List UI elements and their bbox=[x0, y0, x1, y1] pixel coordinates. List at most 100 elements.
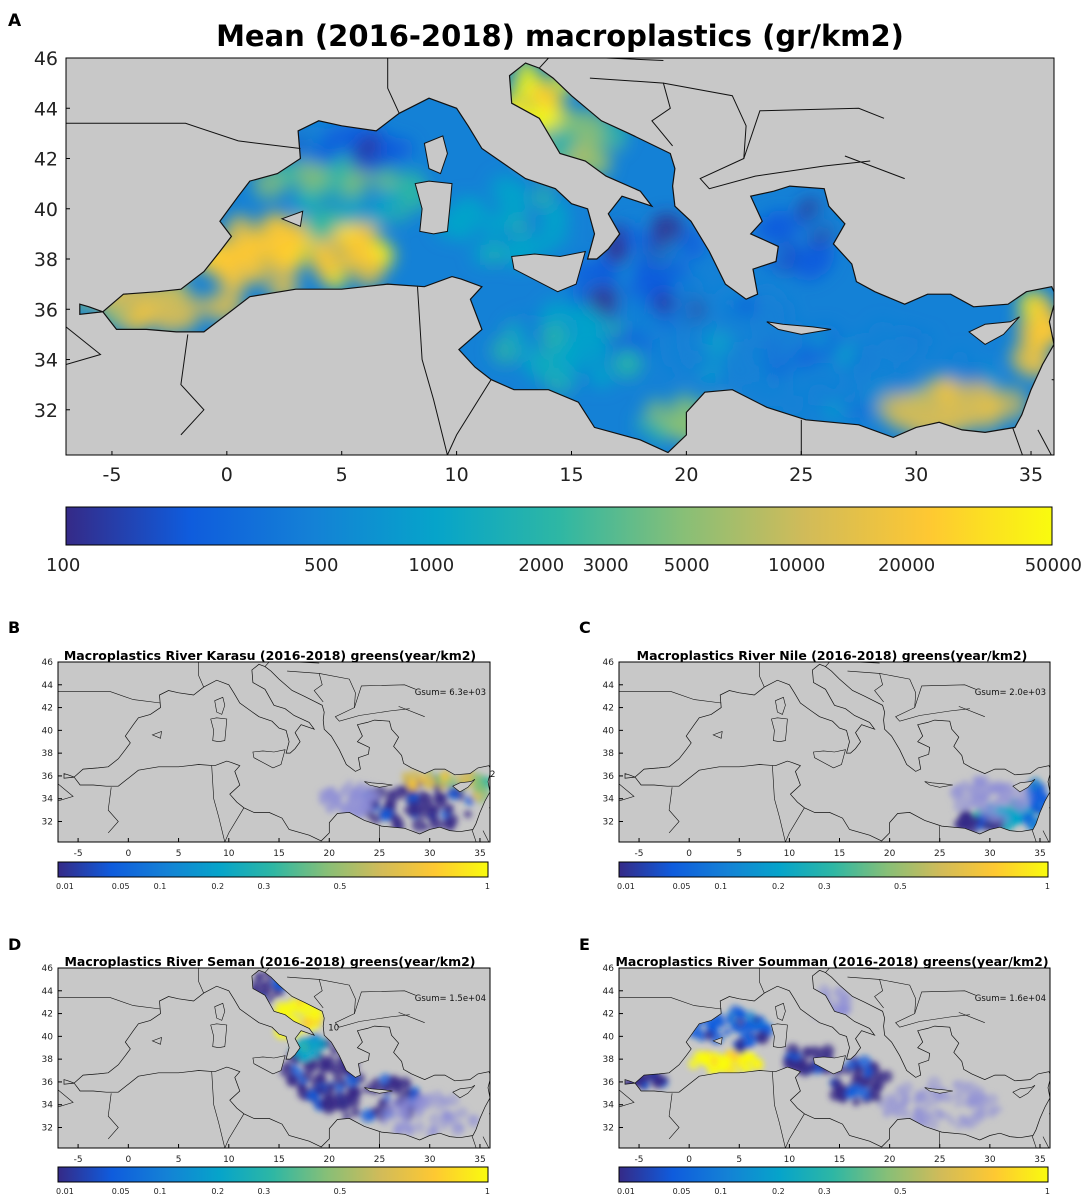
colorbar bbox=[57, 861, 489, 878]
colorbar bbox=[57, 1166, 489, 1183]
y-tick-label: 46 bbox=[34, 48, 58, 70]
colorbar-tick-label: 2000 bbox=[518, 555, 564, 576]
panel-title: Macroplastics River Seman (2016-2018) gr… bbox=[64, 954, 475, 969]
island bbox=[813, 1055, 846, 1075]
country-border bbox=[319, 673, 410, 722]
colorbar-tick-label: 0.5 bbox=[334, 882, 347, 891]
map-panel-a: A Mean (2016-2018) macroplastics (gr/km2)… bbox=[8, 11, 1082, 576]
colorbar-tick-label: 0.5 bbox=[894, 1187, 907, 1196]
sea-field bbox=[948, 774, 1050, 836]
sea-field bbox=[625, 984, 1003, 1131]
colorbar-tick-label: 1 bbox=[1045, 882, 1050, 891]
x-tick-label: -5 bbox=[635, 1155, 644, 1165]
colorbar-tick-label: 1 bbox=[485, 882, 490, 891]
y-tick-label: 46 bbox=[603, 964, 615, 974]
y-tick-label: 38 bbox=[42, 1055, 54, 1065]
country-border bbox=[58, 997, 161, 1010]
island bbox=[252, 749, 286, 769]
x-tick-label: 30 bbox=[984, 1155, 996, 1165]
country-border bbox=[482, 1136, 490, 1148]
country-border bbox=[914, 990, 976, 1014]
country-border bbox=[287, 976, 324, 1009]
gsum-label: Gsum= 6.3e+03 bbox=[415, 688, 486, 698]
country-border bbox=[1031, 1135, 1037, 1148]
panel-title: Macroplastics River Nile (2016-2018) gre… bbox=[637, 648, 1028, 663]
y-tick-label: 34 bbox=[42, 1101, 54, 1111]
country-border bbox=[668, 1093, 680, 1140]
country-border bbox=[663, 82, 871, 190]
country-border bbox=[491, 762, 550, 770]
island bbox=[968, 316, 1020, 345]
colorbar-tick-label: 0.05 bbox=[673, 1187, 691, 1196]
island bbox=[252, 1055, 286, 1075]
colorbar-tick-label: 0.3 bbox=[818, 882, 831, 891]
country-border bbox=[398, 1012, 425, 1023]
y-tick-label: 34 bbox=[42, 795, 54, 805]
x-tick-label: 10 bbox=[445, 464, 469, 486]
x-tick-label: -5 bbox=[635, 849, 644, 859]
panel-title: Macroplastics River Karasu (2016-2018) g… bbox=[64, 648, 476, 663]
country-border bbox=[354, 684, 416, 708]
island bbox=[813, 749, 846, 769]
x-tick-label: 25 bbox=[789, 464, 813, 486]
country-border bbox=[668, 787, 680, 834]
x-tick-label: 10 bbox=[784, 849, 796, 859]
x-tick-label: 0 bbox=[125, 1155, 131, 1165]
colorbar-tick-label: 0.2 bbox=[211, 882, 224, 891]
country-border bbox=[224, 1113, 245, 1148]
country-border bbox=[743, 107, 885, 159]
island bbox=[452, 1085, 476, 1099]
country-border bbox=[66, 122, 301, 149]
x-tick-label: 20 bbox=[884, 1155, 896, 1165]
y-tick-label: 44 bbox=[42, 987, 54, 997]
colorbar-tick-label: 0.05 bbox=[112, 1187, 130, 1196]
country-border bbox=[825, 968, 880, 973]
country-border bbox=[772, 765, 786, 842]
island bbox=[712, 1037, 723, 1045]
concentration-field bbox=[625, 984, 1003, 1131]
gsum-label: Gsum= 1.6e+04 bbox=[975, 994, 1046, 1004]
colorbar-tick-label: 1 bbox=[1045, 1187, 1050, 1196]
country-border bbox=[785, 1113, 805, 1148]
island bbox=[775, 696, 786, 715]
x-tick-label: 35 bbox=[474, 849, 485, 859]
y-tick-label: 46 bbox=[42, 658, 54, 668]
island bbox=[712, 731, 723, 739]
y-tick-label: 40 bbox=[603, 1032, 615, 1042]
map-panel-c: C Macroplastics River Nile (2016-2018) gr… bbox=[579, 618, 1051, 891]
x-tick-label: 10 bbox=[223, 849, 235, 859]
source-marker: 2 bbox=[490, 770, 495, 780]
island bbox=[214, 696, 226, 715]
coastline bbox=[624, 663, 1050, 842]
country-border bbox=[488, 1113, 490, 1115]
x-tick-label: 25 bbox=[374, 1155, 385, 1165]
country-border bbox=[958, 706, 985, 717]
country-border bbox=[759, 662, 765, 688]
colorbar-tick-label: 100 bbox=[46, 555, 80, 576]
colorbar-tick-label: 0.05 bbox=[673, 882, 691, 891]
country-border bbox=[1048, 1113, 1050, 1115]
country-border bbox=[491, 1068, 550, 1076]
country-border bbox=[825, 662, 880, 667]
x-tick-label: 15 bbox=[273, 849, 284, 859]
country-border bbox=[1051, 1068, 1084, 1076]
island bbox=[214, 1002, 226, 1021]
island bbox=[364, 1087, 393, 1094]
x-tick-label: 25 bbox=[374, 849, 385, 859]
country-border bbox=[1051, 379, 1054, 381]
y-tick-label: 38 bbox=[603, 749, 615, 759]
island bbox=[924, 781, 953, 788]
country-border bbox=[619, 1089, 635, 1108]
y-tick-label: 32 bbox=[34, 400, 58, 422]
colorbar-tick-label: 0.3 bbox=[257, 1187, 270, 1196]
concentration-field bbox=[948, 774, 1050, 836]
island bbox=[414, 180, 453, 235]
x-tick-label: 35 bbox=[1034, 849, 1045, 859]
y-tick-label: 42 bbox=[603, 704, 614, 714]
y-tick-label: 36 bbox=[34, 299, 58, 321]
country-border bbox=[198, 968, 204, 994]
x-tick-label: 20 bbox=[884, 849, 896, 859]
y-tick-label: 36 bbox=[42, 1078, 54, 1088]
x-tick-label: 30 bbox=[984, 849, 996, 859]
